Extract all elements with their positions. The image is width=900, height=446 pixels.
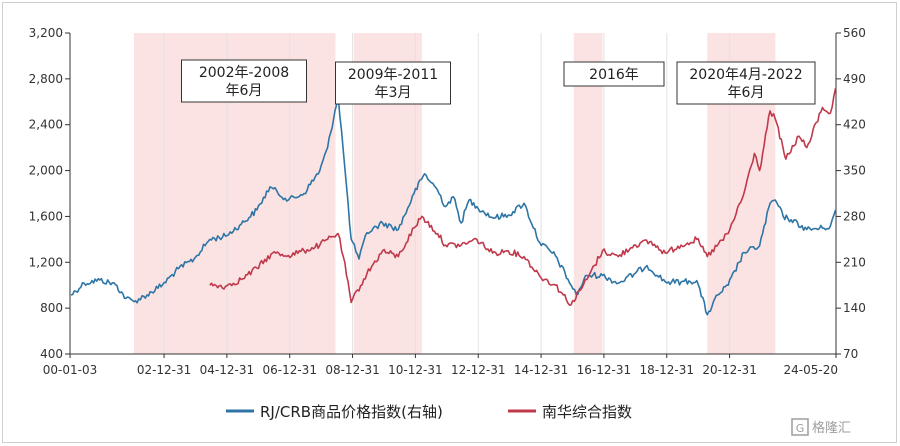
series-line-0 <box>70 94 837 316</box>
series-line-1 <box>209 87 837 307</box>
x-tick-label: 20-12-31 <box>702 363 756 377</box>
legend: RJ/CRB商品价格指数(右轴) 南华综合指数 <box>226 403 632 421</box>
legend-label: 南华综合指数 <box>542 403 632 421</box>
left-tick-label: 3,200 <box>29 26 63 40</box>
axes: 400 800 1,200 1,600 2,000 2,400 2,800 3,200 70 14… <box>29 26 866 377</box>
right-tick-label: 210 <box>843 255 866 269</box>
annotation-label: 2002年-2008 <box>199 65 289 81</box>
left-tick-label: 800 <box>40 301 63 315</box>
right-tick-label: 490 <box>843 72 866 86</box>
glh-logo-icon <box>791 418 809 436</box>
left-tick-label: 2,800 <box>29 72 63 86</box>
annotation-label: 2020年4月-2022 <box>689 67 802 83</box>
watermark: G 格隆汇 <box>791 418 851 436</box>
x-tick-label: 00-01-03 <box>43 363 97 377</box>
x-tick-label: 04-12-31 <box>200 363 254 377</box>
annotation-label: 2016年 <box>589 67 639 83</box>
annotation-label: 2009年-2011 <box>348 67 438 83</box>
annotation-label: 年6月 <box>226 83 263 99</box>
legend-label: RJ/CRB商品价格指数(右轴) <box>260 403 443 421</box>
left-tick-label: 2,000 <box>29 164 63 178</box>
right-tick-label: 280 <box>843 209 866 223</box>
annotation-label: 年6月 <box>728 85 765 101</box>
annotation-box <box>676 61 816 105</box>
right-tick-label: 140 <box>843 301 866 315</box>
series-lines <box>70 87 837 316</box>
x-tick-label: 12-12-31 <box>451 363 505 377</box>
x-tick-label: 24-05-20 <box>784 363 838 377</box>
right-tick-label: 70 <box>843 347 858 361</box>
x-tick-label: 16-12-31 <box>577 363 631 377</box>
right-tick-label: 560 <box>843 26 866 40</box>
x-tick-label: 14-12-31 <box>514 363 568 377</box>
x-tick-label: 08-12-31 <box>325 363 379 377</box>
annotation-label: 年3月 <box>375 85 412 101</box>
watermark-text: 格隆汇 <box>812 420 851 436</box>
annotation-box <box>181 59 307 103</box>
x-tick-label: 06-12-31 <box>262 363 316 377</box>
x-tick-label: 02-12-31 <box>137 363 191 377</box>
x-tick-label: 18-12-31 <box>640 363 694 377</box>
left-tick-label: 1,200 <box>29 255 63 269</box>
left-tick-label: 1,600 <box>29 209 63 223</box>
left-tick-label: 400 <box>40 347 63 361</box>
right-tick-label: 420 <box>843 118 866 132</box>
annotation-box <box>335 61 451 105</box>
x-tick-label: 10-12-31 <box>388 363 442 377</box>
right-tick-label: 350 <box>843 164 866 178</box>
annotations: 2002年-2008 年6月 2009年-2011 年3月 2016年 2020年4月-2… <box>181 59 816 105</box>
glh-logo-glyph: G <box>796 422 805 435</box>
annotation-box <box>563 61 665 87</box>
left-tick-label: 2,400 <box>29 118 63 132</box>
